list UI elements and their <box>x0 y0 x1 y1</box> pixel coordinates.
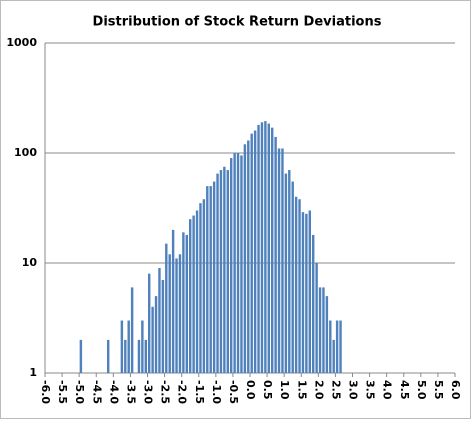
x-tick-label: 1.5 <box>295 380 308 400</box>
bar <box>332 339 335 373</box>
bar <box>107 339 110 373</box>
bar <box>130 287 134 373</box>
bar <box>171 229 175 373</box>
x-tick-label: 4.5 <box>398 380 411 400</box>
bar <box>305 213 308 373</box>
bar <box>199 203 202 373</box>
bar <box>148 273 151 373</box>
bar <box>209 186 212 373</box>
x-tick-label: -0.5 <box>227 380 240 404</box>
bar <box>260 122 264 374</box>
bar <box>236 153 240 373</box>
x-tick-label: 0.0 <box>244 380 257 400</box>
x-tick-label: 2.0 <box>312 380 325 400</box>
bar <box>271 127 274 373</box>
x-tick-label: 2.5 <box>329 380 342 400</box>
bar <box>165 243 168 373</box>
bar <box>312 234 315 373</box>
bar <box>264 121 267 373</box>
bar <box>206 186 209 373</box>
bar <box>233 153 236 373</box>
bar <box>284 173 288 373</box>
x-tick-label: 5.0 <box>415 380 428 400</box>
bar <box>168 254 171 373</box>
x-tick-label: 1.0 <box>278 380 291 400</box>
x-tick-label: 4.0 <box>381 380 394 400</box>
y-tick-label: 1000 <box>6 36 37 49</box>
x-tick-label: -5.0 <box>73 380 86 404</box>
bar <box>294 196 298 373</box>
bar <box>137 339 141 373</box>
bar <box>322 287 325 373</box>
x-tick-label: 3.0 <box>347 380 360 400</box>
bar <box>124 339 127 373</box>
x-tick-label: -3.5 <box>124 380 137 404</box>
bar <box>178 254 182 373</box>
x-tick-label: 0.5 <box>261 380 274 400</box>
bar <box>335 320 339 373</box>
bar <box>257 124 260 374</box>
bar <box>291 181 294 373</box>
bar <box>329 320 332 373</box>
bar <box>141 320 144 373</box>
bar <box>127 320 130 373</box>
y-tick-label: 100 <box>14 146 37 159</box>
bar <box>202 199 206 373</box>
x-tick-label: -1.0 <box>210 380 223 404</box>
x-tick-label: -2.5 <box>159 380 172 404</box>
bar <box>301 212 305 373</box>
bar <box>247 140 250 373</box>
bar <box>318 287 322 373</box>
bar <box>281 148 284 373</box>
bar <box>189 219 192 373</box>
bar <box>151 306 154 373</box>
bar <box>185 234 188 373</box>
bar <box>339 320 342 373</box>
bar <box>216 173 219 373</box>
bar <box>315 263 318 373</box>
x-tick-label: -3.0 <box>142 380 155 404</box>
bar <box>308 210 311 373</box>
bar <box>212 181 216 373</box>
chart-title: Distribution of Stock Return Deviations <box>93 15 382 30</box>
x-tick-label: -6.0 <box>39 380 52 404</box>
x-tick-label: -1.5 <box>193 380 206 404</box>
bar <box>277 148 281 373</box>
x-tick-label: -4.5 <box>90 380 103 404</box>
bar <box>182 232 185 373</box>
y-tick-label: 10 <box>22 256 38 269</box>
bar <box>161 280 165 373</box>
bar <box>267 123 270 373</box>
bar <box>325 296 329 373</box>
bar <box>120 320 124 373</box>
bar <box>250 133 253 373</box>
bar <box>79 339 83 373</box>
y-tick-label: 1 <box>29 366 37 379</box>
x-tick-label: -5.5 <box>56 380 69 404</box>
bar <box>154 296 158 373</box>
x-tick-label: -4.0 <box>107 380 120 404</box>
bar <box>226 170 229 373</box>
x-tick-label: 3.5 <box>364 380 377 400</box>
bar <box>175 258 178 373</box>
x-tick-label: 5.5 <box>432 380 445 400</box>
bar <box>192 215 195 373</box>
bar <box>253 130 257 373</box>
x-tick-label: -2.0 <box>176 380 189 404</box>
bar <box>195 210 199 373</box>
bar <box>158 268 161 373</box>
bar <box>144 339 147 373</box>
x-tick-label: 6.0 <box>449 380 462 400</box>
bar <box>219 170 223 373</box>
bar <box>274 136 277 373</box>
bar <box>243 144 247 373</box>
bar <box>223 166 226 373</box>
bar <box>298 199 301 373</box>
bar <box>230 158 233 373</box>
bar <box>240 155 243 373</box>
bar <box>288 170 291 373</box>
